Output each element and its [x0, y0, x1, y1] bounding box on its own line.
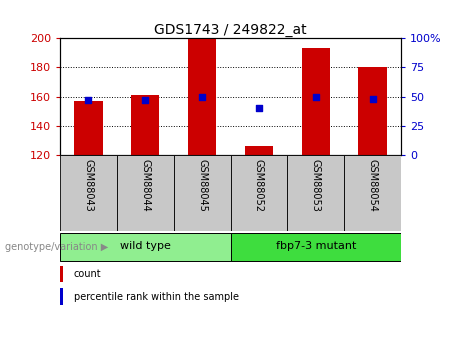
- Point: [312, 94, 319, 99]
- Bar: [74, 101, 102, 155]
- Bar: [188, 39, 216, 155]
- Bar: [174, 155, 230, 231]
- Text: fbp7-3 mutant: fbp7-3 mutant: [276, 241, 356, 251]
- Bar: [117, 155, 174, 231]
- Bar: [60, 266, 63, 282]
- Point: [142, 97, 149, 103]
- Bar: [287, 155, 344, 231]
- Point: [369, 96, 376, 102]
- Bar: [60, 233, 230, 261]
- Title: GDS1743 / 249822_at: GDS1743 / 249822_at: [154, 23, 307, 37]
- Bar: [230, 155, 287, 231]
- Bar: [344, 155, 401, 231]
- Bar: [245, 146, 273, 155]
- Bar: [60, 288, 63, 305]
- Text: percentile rank within the sample: percentile rank within the sample: [74, 292, 239, 302]
- Text: GSM88045: GSM88045: [197, 159, 207, 212]
- Bar: [301, 48, 330, 155]
- Point: [255, 106, 263, 111]
- Text: GSM88044: GSM88044: [140, 159, 150, 212]
- Bar: [358, 67, 387, 155]
- Text: GSM88052: GSM88052: [254, 159, 264, 212]
- Text: genotype/variation ▶: genotype/variation ▶: [5, 242, 108, 252]
- Text: count: count: [74, 269, 101, 279]
- Point: [85, 97, 92, 103]
- Text: wild type: wild type: [120, 241, 171, 251]
- Bar: [230, 233, 401, 261]
- Text: GSM88053: GSM88053: [311, 159, 321, 212]
- Text: GSM88054: GSM88054: [367, 159, 378, 212]
- Bar: [60, 155, 117, 231]
- Text: GSM88043: GSM88043: [83, 159, 94, 212]
- Bar: [131, 95, 160, 155]
- Point: [198, 94, 206, 99]
